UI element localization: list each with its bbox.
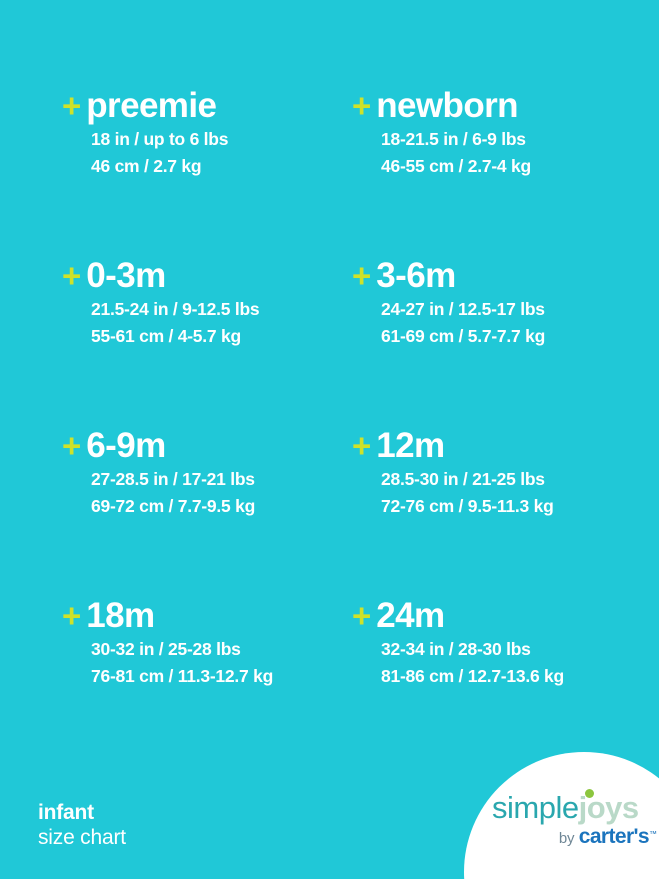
plus-icon: + — [352, 597, 371, 634]
size-row: + 18m 30-32 in / 25-28 lbs 76-81 cm / 11… — [0, 598, 659, 768]
size-measurement-imperial: 28.5-30 in / 21-25 lbs — [381, 469, 545, 489]
size-label: 24m — [376, 596, 445, 635]
size-cell-newborn: + newborn 18-21.5 in / 6-9 lbs 46-55 cm … — [352, 88, 642, 258]
size-measurement-metric: 69-72 cm / 7.7-9.5 kg — [91, 495, 256, 516]
plus-icon: + — [62, 87, 81, 124]
plus-icon: + — [62, 597, 81, 634]
size-cell-0-3m: + 0-3m 21.5-24 in / 9-12.5 lbs 55-61 cm … — [62, 258, 352, 428]
size-measurement-metric: 46-55 cm / 2.7-4 kg — [381, 155, 531, 176]
size-title-line: + 18m — [62, 598, 352, 633]
plus-icon: + — [62, 427, 81, 464]
logo-dot-icon — [584, 789, 594, 798]
size-cell-24m: + 24m 32-34 in / 28-30 lbs 81-86 cm / 12… — [352, 598, 642, 768]
size-label: preemie — [86, 86, 217, 125]
size-title-line: + preemie — [62, 88, 352, 123]
logo-wordmark: simple joys — [492, 789, 657, 825]
size-cell-12m: + 12m 28.5-30 in / 21-25 lbs 72-76 cm / … — [352, 428, 642, 598]
size-title-line: + 0-3m — [62, 258, 352, 293]
size-measurement-imperial: 18 in / up to 6 lbs — [91, 129, 229, 149]
plus-icon: + — [352, 427, 371, 464]
size-cell-18m: + 18m 30-32 in / 25-28 lbs 76-81 cm / 11… — [62, 598, 352, 768]
size-row: + 0-3m 21.5-24 in / 9-12.5 lbs 55-61 cm … — [0, 258, 659, 428]
size-measurement-imperial: 18-21.5 in / 6-9 lbs — [381, 129, 526, 149]
size-measurement-imperial: 21.5-24 in / 9-12.5 lbs — [91, 299, 260, 319]
size-cell-3-6m: + 3-6m 24-27 in / 12.5-17 lbs 61-69 cm /… — [352, 258, 642, 428]
footer-title: infant — [38, 801, 94, 825]
size-measurement-metric: 76-81 cm / 11.3-12.7 kg — [91, 665, 274, 686]
plus-icon: + — [352, 257, 371, 294]
size-label: 18m — [86, 596, 155, 635]
size-measurement-metric: 46 cm / 2.7 kg — [91, 155, 202, 176]
plus-icon: + — [352, 87, 371, 124]
footer-subtitle: size chart — [38, 826, 126, 850]
logo-word-joys-wrap: joys — [579, 789, 639, 823]
size-measurement-metric: 55-61 cm / 4-5.7 kg — [91, 325, 241, 346]
logo-byline: by carter's™ — [492, 826, 657, 847]
size-label: 12m — [376, 426, 445, 465]
trademark-icon: ™ — [649, 829, 657, 839]
plus-icon: + — [62, 257, 81, 294]
size-label: 0-3m — [86, 256, 166, 295]
size-cell-preemie: + preemie 18 in / up to 6 lbs 46 cm / 2.… — [62, 88, 352, 258]
logo-word-simple: simple — [492, 790, 579, 825]
size-title-line: + newborn — [352, 88, 642, 123]
size-label: 6-9m — [86, 426, 166, 465]
size-title-line: + 6-9m — [62, 428, 352, 463]
size-measurement-metric: 81-86 cm / 12.7-13.6 kg — [381, 665, 564, 686]
size-title-line: + 3-6m — [352, 258, 642, 293]
footer-chart-title: infant size chart — [38, 801, 126, 851]
logo-brand-carters: carter's — [578, 825, 650, 848]
size-row: + preemie 18 in / up to 6 lbs 46 cm / 2.… — [0, 88, 659, 258]
size-measurement-metric: 72-76 cm / 9.5-11.3 kg — [381, 495, 554, 516]
size-row: + 6-9m 27-28.5 in / 17-21 lbs 69-72 cm /… — [0, 428, 659, 598]
size-cell-6-9m: + 6-9m 27-28.5 in / 17-21 lbs 69-72 cm /… — [62, 428, 352, 598]
logo-by-text: by — [558, 830, 575, 847]
brand-logo: simple joys by carter's™ — [492, 789, 657, 847]
size-grid: + preemie 18 in / up to 6 lbs 46 cm / 2.… — [0, 88, 659, 686]
size-measurement-metric: 61-69 cm / 5.7-7.7 kg — [381, 325, 546, 346]
size-measurement-imperial: 32-34 in / 28-30 lbs — [381, 639, 531, 659]
size-measurement-imperial: 30-32 in / 25-28 lbs — [91, 639, 241, 659]
size-label: newborn — [376, 86, 518, 125]
size-title-line: + 12m — [352, 428, 642, 463]
size-measurement-imperial: 24-27 in / 12.5-17 lbs — [381, 299, 545, 319]
size-measurement-imperial: 27-28.5 in / 17-21 lbs — [91, 469, 255, 489]
size-title-line: + 24m — [352, 598, 642, 633]
size-label: 3-6m — [376, 256, 456, 295]
